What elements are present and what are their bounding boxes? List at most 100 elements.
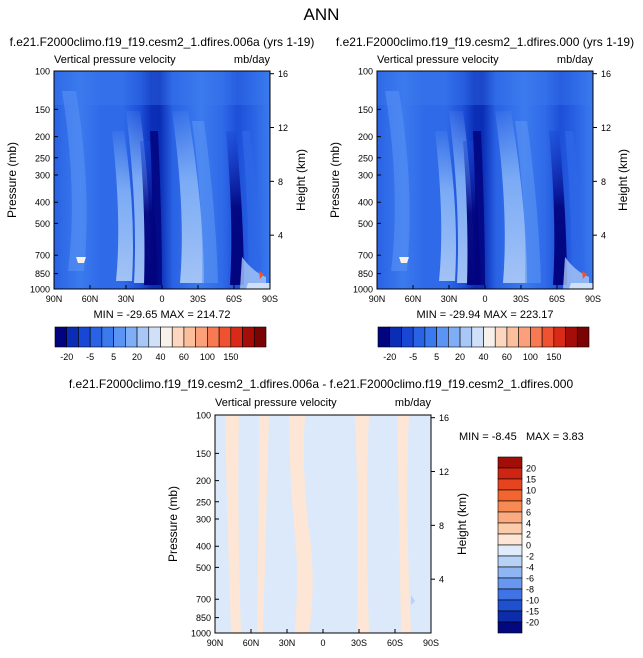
panel-2-x-tick-label: 90S — [585, 294, 601, 304]
panel-2-colorbar-box — [494, 326, 508, 348]
panel-1-colorbar-box — [125, 326, 138, 348]
panel-1-y-tick-label: 1000 — [30, 285, 50, 295]
panel-2-ylabel: Pressure (mb) — [328, 142, 342, 218]
panel-2-colorbar-label: -5 — [409, 352, 417, 362]
panel-2-colorbar: -20 -5 5 20 40 60 100 150 — [377, 326, 590, 362]
panel-3-colorbar-box — [497, 610, 523, 623]
panel-3-colorbar-box — [497, 511, 523, 524]
panel-1-colorbar-label: 40 — [155, 352, 165, 362]
panel-1-height-tick-label: 16 — [278, 69, 288, 79]
panel-3-y-tick-label: 400 — [196, 542, 211, 552]
panel-2-title: f.e21.F2000climo.f19_f19.cesm2_1.dfires.… — [336, 35, 634, 49]
panel-3-x-tick-label: 30S — [351, 638, 367, 648]
panel-3-y-tick-label: 300 — [196, 515, 211, 525]
panel-2-y-tick-label: 500 — [358, 219, 373, 229]
panel-1-x-tick-label: 60N — [82, 294, 99, 304]
panel-2-colorbar-label: 40 — [478, 352, 488, 362]
panel-1-colorbar: -20 -5 5 20 40 60 100 150 — [54, 326, 267, 362]
panel-2-colorbar-box — [436, 326, 449, 348]
panel-1-colorbar-label: 150 — [223, 352, 238, 362]
panel-3-colorbar-box — [497, 489, 523, 502]
panel-2-y-tick-label: 400 — [358, 198, 373, 208]
panel-3-colorbar-label: 6 — [526, 508, 531, 518]
panel-2-y-tick-label: 100 — [358, 67, 373, 77]
panel-1-colorbar-box — [195, 326, 208, 348]
panel-3-ylabel-right: Height (km) — [455, 493, 469, 555]
panel-3-x-tick-label: 90S — [423, 638, 439, 648]
panel-2-colorbar-box — [448, 326, 461, 348]
panel-2-colorbar-box — [506, 326, 519, 348]
panel-1-y-ticks: 100 150 200 250 300 400 500 700 850 1000 16 12 8 4 90N… — [30, 67, 288, 305]
panel-3-colorbar-label: -6 — [526, 574, 534, 584]
panel-2-height-tick-label: 4 — [601, 231, 606, 241]
panel-1-colorbar-box — [66, 326, 79, 348]
panel-1-colorbar-label: -20 — [60, 352, 73, 362]
panel-2-colorbar-box — [518, 326, 531, 348]
panel-1-height-tick-label: 4 — [278, 231, 283, 241]
panel-2-colorbar-box — [576, 326, 590, 348]
panel-1-colorbar-box — [218, 326, 232, 348]
panel-3-colorbar-label: -10 — [526, 596, 539, 606]
panel-3-colorbar-box — [497, 566, 523, 579]
panel-3-colorbar-label: -2 — [526, 552, 534, 562]
panel-3-colorbar-label: 4 — [526, 519, 531, 529]
panel-2-y-tick-label: 150 — [358, 105, 373, 115]
panel-3-title: f.e21.F2000climo.f19_f19.cesm2_1.dfires.… — [69, 377, 574, 391]
panel-2-colorbar-box — [471, 326, 484, 348]
panel-1-subtitle-right: mb/day — [234, 54, 271, 66]
panel-1-colorbar-box — [78, 326, 91, 348]
panel-2-subtitle-right: mb/day — [557, 54, 594, 66]
panel-1-x-tick-label: 30N — [118, 294, 135, 304]
panel-3-x-tick-label: 0 — [320, 638, 325, 648]
panel-3-height-tick-label: 4 — [439, 575, 444, 585]
panel-3-subtitle-left: Vertical pressure velocity — [215, 397, 337, 409]
panel-2-colorbar-box — [541, 326, 555, 348]
panel-1-colorbar-box — [253, 326, 267, 348]
panel-2-colorbar-box — [553, 326, 566, 348]
panel-3-colorbar-label: 0 — [526, 541, 531, 551]
panel-2-y-tick-label: 250 — [358, 153, 373, 163]
panel-3-height-tick-label: 16 — [439, 413, 449, 423]
panel-1-x-tick-label: 30S — [190, 294, 206, 304]
panel-1-colorbar-box — [230, 326, 243, 348]
panel-1-x-tick-label: 90N — [46, 294, 63, 304]
panel-2-y-tick-label: 1000 — [353, 285, 373, 295]
panel-1-subtitle-left: Vertical pressure velocity — [54, 54, 176, 66]
panel-2-y-tick-label: 700 — [358, 251, 373, 261]
panel-1-field — [54, 71, 270, 289]
panel-2-colorbar-label: 20 — [455, 352, 465, 362]
panel-3-colorbar-box — [497, 544, 523, 557]
panel-2-ylabel-right: Height (km) — [616, 149, 630, 211]
panel-2-colorbar-box — [424, 326, 437, 348]
panel-3-y-tick-label: 100 — [196, 411, 211, 421]
panel-3-x-tick-label: 60N — [243, 638, 260, 648]
panel-1-ylabel-right: Height (km) — [294, 149, 308, 211]
panel-3-y-tick-label: 700 — [196, 595, 211, 605]
panel-3-y-tick-label: 200 — [196, 476, 211, 486]
panel-3-y-tick-label: 500 — [196, 563, 211, 573]
panel-3-colorbar-box — [497, 522, 523, 535]
panel-3-field — [215, 415, 431, 633]
panel-3-colorbar-box — [497, 456, 523, 469]
panel-2: f.e21.F2000climo.f19_f19.cesm2_1.dfires.… — [328, 35, 634, 362]
panel-1-y-tick-label: 500 — [35, 219, 50, 229]
panel-2-colorbar-box — [412, 326, 426, 348]
panel-1-colorbar-box — [89, 326, 103, 348]
panel-3-subtitle-right: mb/day — [395, 397, 432, 409]
panel-3-colorbar-box — [497, 577, 523, 590]
panel-1-colorbar-label: -5 — [86, 352, 94, 362]
panel-2-x-tick-label: 0 — [482, 294, 487, 304]
panel-2-minmax: MIN = -29.94 MAX = 223.17 — [417, 309, 554, 321]
panel-2-y-tick-label: 300 — [358, 171, 373, 181]
panel-1-y-tick-label: 200 — [35, 132, 50, 142]
panel-1-colorbar-box — [136, 326, 150, 348]
panel-3-y-tick-label: 850 — [196, 613, 211, 623]
panel-3-colorbar-box — [497, 555, 523, 568]
panel-1-y-tick-label: 700 — [35, 251, 50, 261]
panel-2-colorbar-label: 150 — [546, 352, 561, 362]
panel-3-y-ticks: 100 150 200 250 300 400 500 700 850 1000 16 12 8 4 90N… — [191, 411, 449, 649]
panel-3-colorbar-box — [497, 533, 523, 546]
panel-3-colorbar-label: 15 — [526, 475, 536, 485]
panel-3-ylabel: Pressure (mb) — [166, 486, 180, 562]
